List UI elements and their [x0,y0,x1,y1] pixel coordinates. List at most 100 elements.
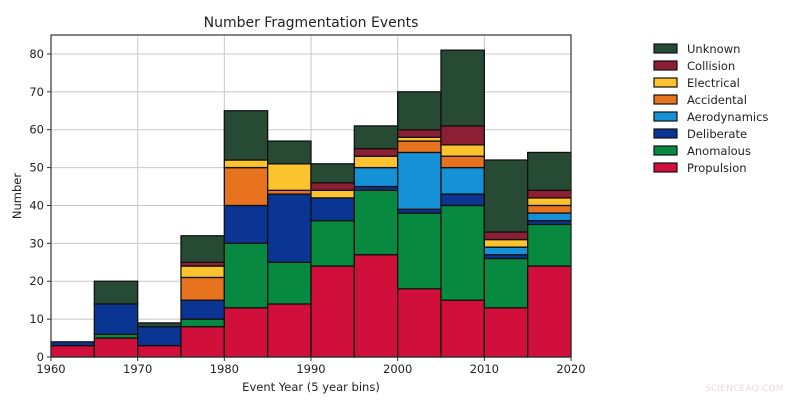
bar-stack [50,341,95,358]
bar-segment-propulsion [267,303,312,358]
chart-title: Number Fragmentation Events [204,15,419,31]
bar-segment-deliberate [310,197,355,222]
y-axis-ticks: 0 10 20 30 40 50 60 70 80 [29,47,51,364]
bar-segment-accidental [223,166,269,207]
bar-segment-anomalous [397,212,442,290]
x-tick-label: 2000 [383,362,412,376]
bar-segment-propulsion [483,307,529,358]
bar-segment-anomalous [353,189,399,256]
bar-segment-deliberate [50,341,95,347]
x-tick-label: 2020 [556,362,585,376]
legend-swatch-propulsion [653,162,678,173]
bar-segment-electrical [527,197,572,207]
bar-segment-propulsion [397,288,442,358]
bar-segment-accidental [527,204,572,214]
bar-segment-unknown [93,280,139,305]
legend-label-anomalous: Anomalous [687,144,751,158]
bar-segment-anomalous [310,219,355,267]
bar-segment-accidental [397,140,442,154]
bar-segment-collision [397,129,442,138]
legend-swatch-electrical [653,77,678,88]
legend-swatch-deliberate [653,128,678,139]
bar-segment-propulsion [93,337,139,358]
bar-segment-anomalous [223,242,269,309]
legend-label-deliberate: Deliberate [687,127,747,141]
bar-stacks [50,49,572,358]
legend-label-collision: Collision [687,59,735,73]
bar-segment-aerodynamics [527,212,572,222]
y-axis-label: Number [10,173,24,219]
bar-segment-deliberate [180,299,225,320]
x-tick-label: 1980 [210,362,239,376]
bar-segment-electrical [223,159,269,169]
bar-stack [223,110,269,358]
legend-swatch-collision [653,60,678,71]
bar-segment-collision [527,189,572,199]
bar-segment-anomalous [527,223,572,267]
bar-segment-unknown [353,125,399,150]
bar-segment-propulsion [223,307,269,358]
bar-segment-aerodynamics [353,166,399,188]
legend-swatch-aerodynamics [653,111,678,122]
bar-segment-unknown [180,235,225,263]
bar-stack [527,151,572,358]
y-tick-label: 0 [37,350,44,364]
bar-stack [353,125,399,358]
legend-swatch-accidental [653,94,678,105]
bar-segment-deliberate [223,204,269,245]
bar-stack [310,163,355,358]
y-tick-label: 60 [29,123,44,137]
y-tick-label: 30 [29,236,44,250]
x-tick-label: 1960 [36,362,65,376]
y-tick-label: 70 [29,85,44,99]
bar-segment-propulsion [527,265,572,358]
bar-segment-collision [310,182,355,191]
bar-segment-unknown [440,49,485,127]
x-tick-label: 2010 [470,362,499,376]
bar-stack [137,322,182,358]
bar-segment-anomalous [440,204,485,301]
y-tick-label: 50 [29,161,44,175]
y-tick-label: 20 [29,274,44,288]
bar-segment-accidental [440,155,485,169]
bar-segment-electrical [353,155,399,169]
bar-segment-anomalous [267,261,312,305]
bar-segment-unknown [137,322,182,328]
legend-swatch-unknown [653,43,678,54]
x-tick-label: 1990 [296,362,325,376]
legend-label-electrical: Electrical [687,76,740,90]
bar-segment-unknown [483,159,529,233]
bar-stack [397,91,442,358]
bar-segment-aerodynamics [397,151,442,210]
bar-segment-collision [353,147,399,157]
bar-segment-electrical [180,265,225,279]
y-tick-label: 80 [29,47,44,61]
y-tick-label: 10 [29,312,44,326]
x-axis-ticks: 1960 1970 1980 1990 2000 2010 2020 [36,357,586,376]
bar-segment-deliberate [137,326,182,347]
bar-segment-deliberate [93,303,139,335]
bar-stack [180,235,225,358]
legend: Unknown Collision Electrical Accidental Aero… [653,42,768,175]
bar-stack [93,280,139,358]
bar-segment-accidental [180,276,225,301]
bar-segment-deliberate [440,193,485,207]
bar-segment-unknown [310,163,355,184]
legend-label-aerodynamics: Aerodynamics [687,110,768,124]
x-axis-label: Event Year (5 year bins) [242,380,380,394]
bar-segment-propulsion [50,344,95,358]
bar-segment-unknown [223,110,269,161]
bar-segment-aerodynamics [483,246,529,256]
bar-stack [267,140,312,358]
bar-segment-propulsion [180,326,225,358]
bar-segment-propulsion [137,344,182,358]
bar-segment-anomalous [483,257,529,309]
watermark: SCIENCEAQ.COM [705,384,784,394]
bar-segment-electrical [310,189,355,199]
bar-segment-deliberate [267,193,312,263]
bar-segment-collision [483,231,529,241]
bar-segment-unknown [397,91,442,131]
bar-segment-propulsion [440,299,485,358]
bar-segment-electrical [483,238,529,248]
